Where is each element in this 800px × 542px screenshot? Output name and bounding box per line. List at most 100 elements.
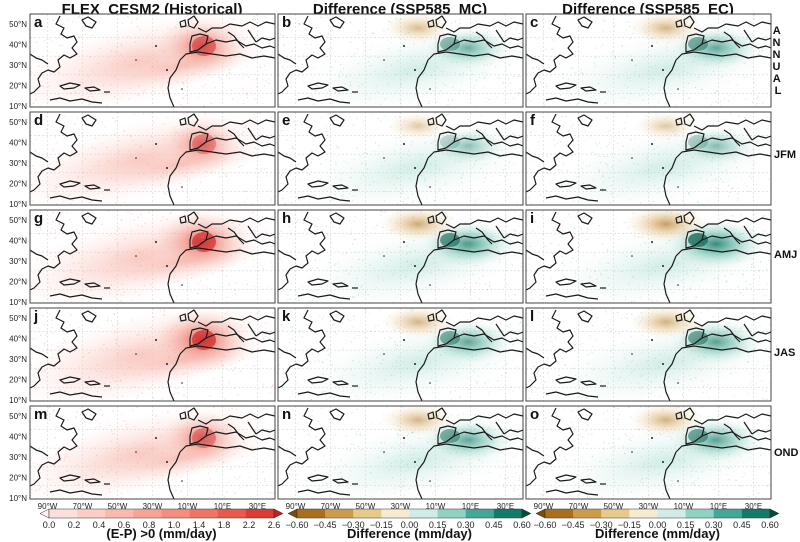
- colorbar-tick-label: 0.60: [761, 520, 779, 530]
- colorbar-tick-label: 2.6: [268, 520, 281, 530]
- lat-tick-label: 30°N: [9, 61, 27, 70]
- map-panel-e: e: [277, 111, 524, 206]
- panel-letter-j: j: [33, 308, 38, 325]
- lon-tick-label: 50°W: [108, 502, 128, 511]
- colorbar-tick-label: 0.45: [485, 520, 503, 530]
- map-panel-o: o: [525, 405, 772, 500]
- colorbar-tick-label: 0.30: [457, 520, 475, 530]
- colorbar-1: 0.0 0.2 0.4 0.6 0.8 1.0 1.4 1.8 2.2 2.6 (E-P) >0 (…: [39, 508, 284, 541]
- panel-letter-a: a: [34, 14, 43, 31]
- colorbar-tick-label: −0.60: [534, 520, 557, 530]
- colorbar-tick-label: −0.45: [562, 520, 585, 530]
- colorbar-segment: [713, 509, 743, 518]
- lon-tick-label: 30°W: [391, 502, 411, 511]
- lon-tick-label: 10°W: [674, 502, 694, 511]
- lat-tick-label: 50°N: [9, 216, 27, 225]
- lon-tick-label: 10°E: [710, 502, 727, 511]
- lat-tick-label: 50°N: [9, 20, 27, 29]
- colorbar-segment: [741, 509, 771, 518]
- colorbar-segment: [133, 509, 162, 518]
- panel-letter-c: c: [530, 14, 538, 31]
- lat-tick-label: 40°N: [9, 335, 27, 344]
- lat-tick-label: 10°N: [9, 396, 27, 405]
- colorbar-segment: [297, 509, 326, 518]
- colorbar-tick-label: −0.60: [286, 520, 309, 530]
- lat-tick-label: 10°N: [9, 298, 27, 307]
- colorbar-segment: [189, 509, 219, 518]
- colorbar-tick-label: 0.00: [401, 520, 419, 530]
- colorbar-segment: [573, 509, 602, 518]
- map-panel-a: a: [29, 13, 276, 108]
- colorbar-segment: [381, 509, 410, 518]
- season-label-annual: A N N U A L: [772, 25, 783, 97]
- colorbar-segment: [493, 509, 523, 518]
- lat-tick-label: 20°N: [9, 278, 27, 287]
- season-label-jfm: JFM: [774, 149, 796, 161]
- panel-letter-o: o: [530, 406, 539, 423]
- colorbar-tick-label: −0.30: [590, 520, 613, 530]
- colorbar-3: −0.60 −0.45 −0.30 −0.15 0.00 0.15 0.30 0.45 0.60…: [534, 508, 780, 541]
- panel-letter-b: b: [282, 14, 291, 31]
- lon-tick-label: 90°W: [286, 502, 306, 511]
- panel-letter-g: g: [34, 210, 43, 227]
- colorbar-segment: [545, 509, 574, 518]
- colorbar-segment: [409, 509, 438, 518]
- map-panel-n: n: [277, 405, 524, 500]
- colorbar-tick-label: 0.15: [429, 520, 447, 530]
- lat-tick-label: 40°N: [9, 139, 27, 148]
- colorbar-tick-label: 0.45: [733, 520, 751, 530]
- map-panel-j: j: [29, 307, 276, 402]
- colorbar-segment: [629, 509, 658, 518]
- lat-tick-label: 10°N: [9, 102, 27, 111]
- panel-letter-f: f: [530, 112, 536, 129]
- season-labels: A N N U A L JFM AMJ JAS OND: [772, 25, 798, 459]
- lat-tick-label: 30°N: [9, 159, 27, 168]
- lon-tick-label: 70°W: [569, 502, 589, 511]
- lon-tick-label: 10°E: [214, 502, 231, 511]
- map-panel-g: g: [29, 209, 276, 304]
- lon-tick-label: 10°W: [426, 502, 446, 511]
- season-label-jas: JAS: [774, 347, 795, 359]
- lat-tick-label: 20°N: [9, 376, 27, 385]
- lon-tick-label: 30°W: [639, 502, 659, 511]
- lon-tick-label: 90°W: [38, 502, 58, 511]
- colorbar-tick-label: −0.45: [314, 520, 337, 530]
- lat-tick-label: 50°N: [9, 314, 27, 323]
- lat-tick-label: 30°N: [9, 453, 27, 462]
- colorbar-segment: [657, 509, 686, 518]
- map-panel-k: k: [277, 307, 524, 402]
- lat-tick-label: 20°N: [9, 474, 27, 483]
- map-panel-c: c: [525, 13, 772, 108]
- map-panel-l: l: [525, 307, 772, 402]
- lon-tick-label: 50°W: [604, 502, 624, 511]
- lat-tick-label: 50°N: [9, 118, 27, 127]
- latitude-axis: 50°N 40°N 30°N 20°N 10°N 50°N 40°N 30°N 20°N 10°N…: [9, 20, 27, 503]
- colorbar-tick-label: 0.0: [43, 520, 56, 530]
- lon-tick-label: 30°E: [745, 502, 762, 511]
- lon-tick-label: 30°W: [143, 502, 163, 511]
- lat-tick-label: 40°N: [9, 433, 27, 442]
- colorbar-2: −0.60 −0.45 −0.30 −0.15 0.00 0.15 0.30 0.45 0.60…: [286, 508, 532, 541]
- lat-tick-label: 20°N: [9, 180, 27, 189]
- lon-tick-label: 10°E: [462, 502, 479, 511]
- map-panel-f: f: [525, 111, 772, 206]
- colorbar-segment: [245, 509, 275, 518]
- colorbar-tick-label: 0.15: [677, 520, 695, 530]
- lon-tick-label: 70°W: [321, 502, 341, 511]
- lon-tick-label: 90°W: [534, 502, 554, 511]
- colorbar-segment: [77, 509, 106, 518]
- colorbar-segment: [685, 509, 715, 518]
- colorbar-tick-label: 0.4: [93, 520, 106, 530]
- colorbar-tick-label: −0.15: [370, 520, 393, 530]
- colorbar-high-arrow: [521, 508, 532, 519]
- colorbar-label: Difference (mm/day): [595, 526, 720, 541]
- colorbar-label: Difference (mm/day): [347, 526, 472, 541]
- lat-tick-label: 40°N: [9, 41, 27, 50]
- colorbar-segment: [161, 509, 190, 518]
- lat-tick-label: 20°N: [9, 82, 27, 91]
- colorbar-tick-label: 0.60: [513, 520, 531, 530]
- colorbar-tick-label: 1.4: [193, 520, 206, 530]
- colorbar-segment: [465, 509, 495, 518]
- colorbar-tick-label: 0.8: [143, 520, 156, 530]
- colorbar-tick-label: 0.30: [705, 520, 723, 530]
